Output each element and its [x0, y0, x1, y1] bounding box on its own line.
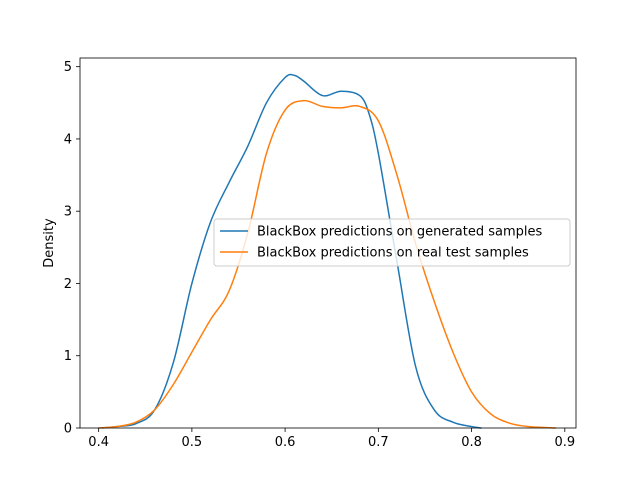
x-tick-label: 0.9 [554, 435, 575, 450]
x-tick-label: 0.8 [461, 435, 482, 450]
series-line-1 [101, 73, 482, 429]
y-tick-label: 3 [64, 205, 72, 220]
y-axis-label: Density [42, 218, 57, 268]
legend-box [213, 218, 571, 267]
x-tick-label: 0.7 [368, 435, 389, 450]
y-tick-label: 2 [64, 277, 72, 292]
y-tick-label: 4 [64, 132, 72, 147]
legend-label-1: BlackBox predictions on generated sample… [257, 225, 542, 240]
y-tick-label: 0 [64, 422, 72, 437]
x-tick-label: 0.4 [88, 435, 109, 450]
series-line-2 [97, 99, 557, 429]
x-tick-label: 0.6 [275, 435, 296, 450]
axes: 0.4 0.5 0.6 0.7 0.8 0.9 0 1 2 3 4 5 Density [42, 57, 577, 450]
axes-frame [79, 57, 577, 429]
legend: BlackBox predictions on generated sample… [213, 218, 571, 267]
y-tick-label: 5 [64, 60, 72, 75]
x-tick-label: 0.5 [182, 435, 203, 450]
plot-area [97, 73, 557, 429]
y-tick-label: 1 [64, 349, 72, 364]
legend-label-2: BlackBox predictions on real test sample… [257, 246, 529, 261]
